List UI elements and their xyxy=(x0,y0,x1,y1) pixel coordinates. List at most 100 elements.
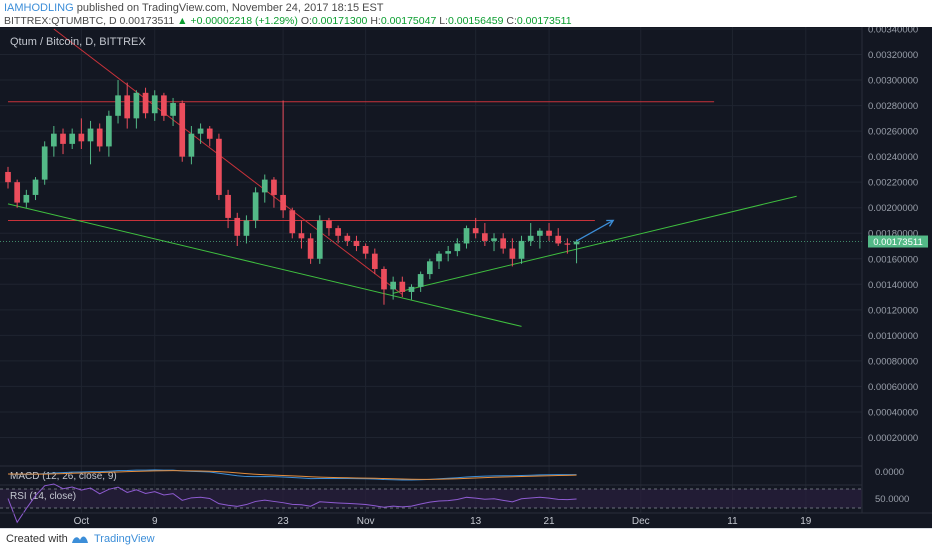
candle-down xyxy=(564,238,571,254)
x-tick-label: 11 xyxy=(727,516,738,527)
candle-up xyxy=(573,239,580,264)
downtrend-line xyxy=(53,28,403,295)
candle-up xyxy=(463,225,470,249)
tradingview-link[interactable]: TradingView xyxy=(94,533,155,545)
high-value: 0.00175047 xyxy=(380,15,437,27)
candle-up xyxy=(454,238,461,257)
candle-body xyxy=(179,103,186,157)
candle-body xyxy=(573,241,580,245)
candle-down xyxy=(509,238,516,267)
candle-body xyxy=(472,228,479,234)
candle-up xyxy=(316,215,323,264)
candle-body xyxy=(546,230,552,236)
ohlc-line: BITTREX:QTUMBTC, D 0.00173511 ▲ +0.00002… xyxy=(4,15,572,27)
candle-body xyxy=(537,230,543,236)
candle-up xyxy=(527,223,534,246)
macd-pane: MACD (12, 26, close, 9) 0.0000 xyxy=(0,465,904,482)
lower-trend-support-line xyxy=(7,203,522,327)
last-value: 0.00173511 xyxy=(119,15,175,27)
candle-up xyxy=(252,187,259,229)
x-tick-label: 21 xyxy=(543,516,555,527)
price-chart[interactable]: Qtum / Bitcoin, D, BITTREX 0.000200000.0… xyxy=(0,27,932,528)
candle-body xyxy=(271,179,277,195)
low-value: 0.00156459 xyxy=(447,15,504,27)
chart-title: Qtum / Bitcoin, D, BITTREX xyxy=(10,36,146,48)
time-axis[interactable]: Oct 9 23 Nov 13 21 Dec 11 19 xyxy=(74,516,812,527)
candle-up xyxy=(436,251,442,269)
candle-up xyxy=(390,276,396,300)
y-tick-label: 0.00220000 xyxy=(868,178,918,189)
candle-body xyxy=(500,238,507,249)
x-tick-label: 23 xyxy=(278,516,290,527)
y-tick-label: 0.00240000 xyxy=(868,152,918,163)
candle-down xyxy=(344,233,351,246)
candle-down xyxy=(307,233,314,264)
candle-body xyxy=(206,128,213,139)
candle-body xyxy=(564,243,571,245)
candle-up xyxy=(197,123,204,144)
candle-down xyxy=(353,235,360,252)
candle-body xyxy=(69,133,76,144)
y-tick-label: 0.00120000 xyxy=(868,305,918,316)
candle-body xyxy=(197,128,204,134)
y-tick-label: 0.00180000 xyxy=(868,229,918,240)
candles xyxy=(5,80,580,305)
candle-down xyxy=(225,189,231,229)
last-price-tag: 0.00173511 xyxy=(868,235,928,248)
symbol-line: BITTREX:QTUMBTC, D xyxy=(4,15,117,27)
candle-body xyxy=(151,95,158,114)
candle-body xyxy=(142,92,149,114)
macd-label: MACD (12, 26, close, 9) xyxy=(10,471,117,482)
close-label: C: xyxy=(506,15,517,27)
candle-up xyxy=(51,126,57,157)
y-tick-label: 0.00320000 xyxy=(868,50,918,61)
price-axis[interactable]: 0.00020000 0.00040000 0.00060000 0.00080000… xyxy=(868,27,918,444)
arrow-head-icon xyxy=(606,219,615,227)
candle-up xyxy=(261,174,268,203)
candle-body xyxy=(326,220,332,229)
candle-body xyxy=(316,220,323,259)
candle-body xyxy=(87,128,94,142)
candle-down xyxy=(335,225,341,244)
last-price-label: 0.00173511 xyxy=(873,237,923,248)
candle-body xyxy=(399,281,406,292)
candle-body xyxy=(289,210,296,234)
candle-body xyxy=(115,95,121,116)
candle-body xyxy=(362,246,369,254)
y-tick-label: 0.00140000 xyxy=(868,280,918,291)
candle-up xyxy=(188,126,195,165)
candle-up xyxy=(133,90,140,129)
candle-down xyxy=(472,217,479,239)
y-tick-label: 0.00300000 xyxy=(868,76,918,87)
candle-body xyxy=(381,268,387,290)
author-link[interactable]: IAMHODLING xyxy=(4,2,74,14)
x-tick-label: 19 xyxy=(800,516,812,527)
candle-body xyxy=(426,261,433,275)
candle-body xyxy=(252,192,259,221)
candle-body xyxy=(188,133,195,157)
y-tick-label: 0.00260000 xyxy=(868,127,918,138)
candle-down xyxy=(206,126,213,147)
candle-down xyxy=(179,100,186,162)
candle-down xyxy=(60,128,66,155)
x-tick-label: Dec xyxy=(632,516,650,527)
candle-body xyxy=(51,133,57,147)
candle-body xyxy=(408,286,415,292)
y-tick-label: 0.00080000 xyxy=(868,356,918,367)
candle-body xyxy=(344,235,351,241)
candle-up xyxy=(445,246,452,262)
candle-body xyxy=(555,235,562,244)
candle-body xyxy=(518,240,525,259)
open-label: O: xyxy=(300,15,312,27)
candle-body xyxy=(234,217,241,236)
candle-body xyxy=(14,182,21,203)
candle-up xyxy=(115,80,121,124)
candle-body xyxy=(60,133,66,144)
candle-body xyxy=(225,194,231,218)
tradingview-logo-icon xyxy=(72,536,88,543)
y-tick-label: 0.00200000 xyxy=(868,203,918,214)
candle-body xyxy=(261,179,268,193)
publish-line: IAMHODLING published on TradingView.com,… xyxy=(4,2,384,14)
candle-body xyxy=(436,253,442,262)
created-with-text: Created with xyxy=(6,533,68,545)
